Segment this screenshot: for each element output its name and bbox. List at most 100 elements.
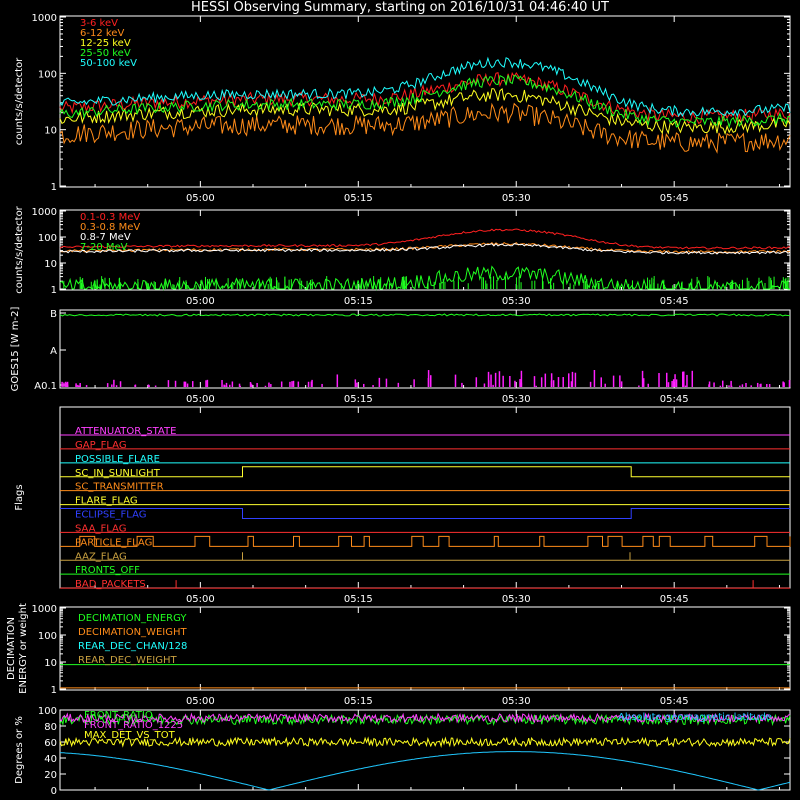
- x-tick-label: 05:30: [502, 296, 531, 307]
- page-title: HESSI Observing Summary, starting on 201…: [191, 0, 609, 15]
- y-axis-label-5: Degrees or %: [14, 716, 25, 784]
- x-tick-label: 05:00: [186, 594, 215, 605]
- y-tick-label: 80: [44, 722, 57, 733]
- y-tick-label: 10: [44, 126, 57, 137]
- legend-entry: 7-20 MeV: [80, 242, 128, 253]
- series-line-0-8-7-mev: [59, 242, 791, 255]
- y-tick-label: 100: [38, 631, 57, 642]
- y-tick-label: 100: [38, 233, 57, 244]
- series-line-25-50-kev: [59, 74, 791, 129]
- legend-entry: 0.8-7 MeV: [80, 232, 131, 243]
- y-tick-label: A: [50, 346, 57, 357]
- y-tick-label: 1000: [32, 604, 57, 615]
- flag-label: AAZ_FLAG: [75, 551, 127, 562]
- series-line-0-1-0-3-mev: [59, 228, 791, 250]
- legend-entry: DECIMATION_WEIGHT: [78, 627, 187, 638]
- annotation-geomagnetic: Absolute geomagnetic latitude: [618, 712, 772, 723]
- panel-frame-4: [59, 606, 791, 691]
- x-tick-label: 05:45: [660, 594, 689, 605]
- series-line-50-100-kev: [59, 56, 791, 118]
- flag-line-aaz-flag: [60, 552, 790, 561]
- x-tick-label: 05:45: [660, 193, 689, 204]
- legend-entry: MAX_DET_VS_TOT: [84, 730, 176, 741]
- y-axis-label-4a: DECIMATION: [6, 617, 17, 680]
- series-line-12-25-kev: [59, 87, 791, 136]
- flag-label: POSSIBLE_FLARE: [75, 454, 160, 465]
- x-tick-label: 05:15: [344, 193, 373, 204]
- flag-label: SC_IN_SUNLIGHT: [75, 468, 161, 479]
- x-tick-label: 05:00: [186, 696, 215, 707]
- x-tick-label: 05:30: [502, 394, 531, 405]
- flag-label: BAD_PACKETS: [75, 579, 146, 590]
- y-tick-label: 100: [38, 706, 57, 717]
- legend-entry: 6-12 keV: [80, 28, 124, 39]
- y-tick-label: A0.1: [34, 381, 57, 392]
- y-tick-label: 10: [44, 658, 57, 669]
- flag-label: FLARE_FLAG: [75, 496, 138, 507]
- series-line-front-ratio: [59, 713, 791, 727]
- flag-label: ATTENUATOR_STATE: [75, 426, 176, 437]
- y-tick-label: 100: [38, 69, 57, 80]
- legend-entry: REAR_DEC_WEIGHT: [78, 655, 177, 666]
- legend-entry: 0.3-0.8 MeV: [80, 222, 140, 233]
- y-axis-label-4b: ENERGY or weight: [18, 603, 29, 694]
- legend-entry: 0.1-0.3 MeV: [80, 212, 140, 223]
- panel-frame-5: [59, 709, 791, 791]
- y-axis-label-3: Flags: [14, 484, 25, 510]
- flag-label: SAA_FLAG: [75, 523, 126, 534]
- y-tick-label: 20: [44, 770, 57, 781]
- goes-long-line: [59, 313, 791, 317]
- y-tick-label: 1: [51, 685, 57, 696]
- y-tick-label: 60: [44, 738, 57, 749]
- legend-entry: DECIMATION_ENERGY: [78, 613, 187, 624]
- x-tick-label: 05:45: [660, 394, 689, 405]
- flag-label: ECLIPSE_FLAG: [75, 510, 146, 521]
- x-tick-label: 05:45: [660, 296, 689, 307]
- y-tick-label: 1: [51, 285, 57, 296]
- flag-label: GAP_FLAG: [75, 440, 127, 451]
- flag-line-bad-packets: [60, 580, 790, 589]
- y-tick-label: 40: [44, 754, 57, 765]
- y-tick-label: B: [50, 309, 57, 320]
- x-tick-label: 05:30: [502, 696, 531, 707]
- x-tick-label: 05:00: [186, 296, 215, 307]
- x-tick-label: 05:30: [502, 594, 531, 605]
- series-line-7-20-mev: [59, 265, 790, 291]
- legend-entry: 12-25 keV: [80, 38, 131, 49]
- panel-frame-0: [59, 15, 791, 188]
- flag-line-sc-in-sunlight: [60, 466, 790, 478]
- series-line-3-6-kev: [59, 71, 791, 125]
- flag-label: PARTICLE_FLAG: [75, 537, 152, 548]
- legend-entry: 50-100 keV: [80, 58, 137, 69]
- y-tick-label: 0: [51, 786, 57, 797]
- y-axis-label-2: GOES15 [W m-2]: [10, 307, 21, 392]
- flag-line-particle-flag: [60, 535, 791, 547]
- legend-entry: FRONT_RATIO: [84, 710, 153, 721]
- y-tick-label: 10: [44, 259, 57, 270]
- x-tick-label: 05:00: [186, 394, 215, 405]
- legend-entry: REAR_DEC_CHAN/128: [78, 641, 187, 652]
- panel-frame-1: [59, 209, 791, 291]
- series-line-front-ratio-1225: [59, 712, 791, 724]
- y-axis-label-1: counts/s/detector: [14, 205, 25, 293]
- x-tick-label: 05:45: [660, 696, 689, 707]
- x-tick-label: 05:30: [502, 193, 531, 204]
- y-tick-label: 1000: [32, 13, 57, 24]
- x-tick-label: 05:15: [344, 696, 373, 707]
- panel-frame-2: [59, 309, 791, 389]
- x-tick-label: 05:15: [344, 594, 373, 605]
- flag-label: FRONTS_OFF: [75, 565, 140, 576]
- y-tick-label: 1000: [32, 207, 57, 218]
- series-line-geomagnetic-latitude: [59, 751, 791, 791]
- legend-entry: FRONT_RATIO_1225: [84, 720, 183, 731]
- x-tick-label: 05:00: [186, 193, 215, 204]
- series-line-6-12-kev: [59, 102, 791, 154]
- x-tick-label: 05:15: [344, 296, 373, 307]
- flag-line-eclipse-flag: [60, 508, 790, 519]
- flag-label: SC_TRANSMITTER: [75, 482, 164, 493]
- x-tick-label: 05:15: [344, 394, 373, 405]
- legend-entry: 25-50 keV: [80, 48, 131, 59]
- y-axis-label-0: counts/s/detector: [14, 57, 25, 145]
- y-tick-label: 1: [51, 182, 57, 193]
